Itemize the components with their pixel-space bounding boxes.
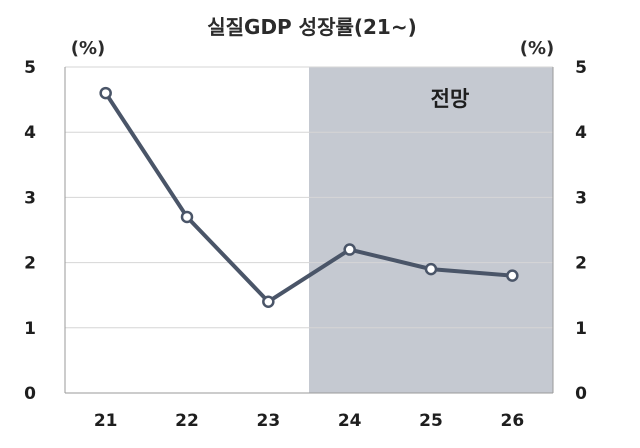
y-axis-right-ticks: 0 1 2 3 4 5 <box>575 58 587 404</box>
grid-lines <box>65 66 553 329</box>
data-point <box>506 269 519 282</box>
data-point <box>99 86 112 100</box>
y-tick-label-left: 2 <box>24 254 36 274</box>
x-tick-label: 26 <box>500 411 524 431</box>
axes <box>64 67 554 394</box>
data-point <box>424 262 438 276</box>
x-tick-label: 23 <box>256 411 280 431</box>
left-axis-unit: (%) <box>71 38 106 59</box>
y-tick-label-left: 3 <box>24 188 36 208</box>
x-tick-label: 21 <box>94 411 118 431</box>
y-tick-label-left: 1 <box>24 319 36 339</box>
series-group <box>99 86 519 308</box>
forecast-label: 전망 <box>431 87 470 111</box>
y-tick-label-right: 5 <box>575 58 587 78</box>
y-tick-label-left: 5 <box>24 58 36 78</box>
y-axis-left-ticks: 0 1 2 3 4 5 <box>24 58 36 404</box>
x-tick-label: 22 <box>175 411 199 431</box>
right-axis-unit: (%) <box>520 38 555 59</box>
series-line <box>103 91 515 304</box>
y-tick-label-right: 1 <box>575 319 587 339</box>
y-tick-label-right: 4 <box>575 123 587 143</box>
data-point <box>262 295 275 308</box>
y-tick-label-right: 2 <box>575 254 587 274</box>
y-tick-label-left: 4 <box>24 123 36 143</box>
forecast-region <box>309 67 553 393</box>
y-tick-label-left: 0 <box>24 384 36 404</box>
y-tick-label-right: 0 <box>575 384 587 404</box>
chart-title: 실질GDP 성장률(21~) <box>207 15 417 39</box>
x-tick-label: 25 <box>419 411 443 431</box>
data-point <box>343 243 356 256</box>
x-axis-ticks: 21 22 23 24 25 26 <box>94 411 524 431</box>
x-tick-label: 24 <box>338 411 362 431</box>
y-tick-label-right: 3 <box>575 188 587 208</box>
data-point <box>180 210 194 224</box>
